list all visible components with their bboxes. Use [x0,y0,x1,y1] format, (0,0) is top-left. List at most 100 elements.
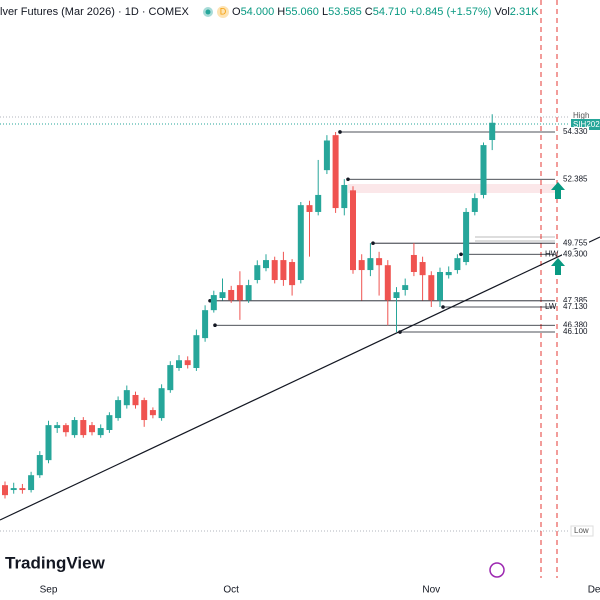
value: 55.060 [285,6,319,18]
candle-body [167,365,174,391]
candle-body [54,425,61,429]
candle-body [236,285,243,301]
level-dot [346,177,350,182]
candle-body [393,292,400,299]
level-label-bg [562,238,589,249]
symbol: lver Futures (Mar 2026) · 1D · COMEX [0,6,190,18]
candle-body [341,184,348,209]
candle-body [62,425,69,433]
level-label-bg [562,295,589,306]
candle-body [184,360,191,366]
x-tick-label: Sep [40,585,58,596]
symbol-tag: SIH2026 [573,120,600,129]
candle-body [263,260,269,269]
candle-body [297,205,304,281]
icon[interactable] [489,562,505,578]
candle-body [428,275,435,301]
level-tag: LW [545,302,557,311]
level-label: 46.100 [563,327,588,336]
candle-body [132,394,139,406]
level-label-bg [562,249,589,260]
level-label: 49.300 [563,249,588,258]
ohlc: O54.000 H55.060 L53.585 C54.710 +0.845 (… [232,6,539,18]
brand[interactable]: TradingView [5,553,106,572]
label: L [322,6,328,18]
header: lver Futures (Mar 2026) · 1D · COMEX [0,6,190,18]
candle-body [36,455,43,476]
level-label-bg [562,174,589,185]
badge [217,6,229,18]
candle-body [115,400,122,419]
level-dot [338,130,342,134]
candle-body [89,425,95,433]
candle-body [410,254,417,272]
candle-body [19,488,26,491]
candle-body [445,271,452,276]
level-label: 52.385 [563,174,588,183]
candle-body [384,265,391,301]
value: 53.585 [328,6,362,18]
candle-body [350,190,356,271]
candle-body [454,258,461,271]
candle-body [463,211,470,263]
candle-body [45,425,52,461]
level-dot [213,323,217,328]
candle-body [289,262,296,286]
candle-body [376,258,383,266]
arrow-up [551,258,565,275]
value: 54.710 [373,6,407,18]
tag-bg [571,119,600,130]
candle-body [306,205,313,212]
level-label-bg [562,327,589,338]
candle-body [323,140,330,171]
candle-body [219,292,226,299]
level-label: 46.380 [563,320,588,329]
candle-body [489,122,496,141]
status-dot [205,9,211,15]
candle-body [176,360,182,369]
plot [2,114,555,499]
label: C [365,6,373,18]
candle-body [141,400,148,421]
candle-body [97,428,104,436]
candle-body [358,260,365,271]
candle-body [315,194,322,212]
x-tick-label: Nov [422,585,440,596]
level-label: 47.130 [563,302,588,311]
candle-body [210,295,217,311]
value: 54.000 [241,6,275,18]
candle-body [123,390,130,406]
candle-body [80,420,87,436]
candle-body [202,310,209,339]
label: H [277,6,285,18]
candle-body [193,335,200,369]
change: +0.845 (+1.57%) [409,6,491,18]
candle-body [10,488,17,491]
candle-body [106,415,113,430]
candle-body [437,271,443,301]
level-label-bg [562,301,589,312]
level-label-bg [562,320,589,331]
candle-body [254,265,261,281]
trendline [0,236,600,521]
level-tag: HW [545,249,559,258]
candle-body [158,388,165,419]
x-tick-label: Dec [588,585,600,596]
arrow-up [551,182,565,199]
level-label: 49.755 [563,238,588,247]
candle-body [419,262,426,276]
high-tag: High [573,111,589,120]
candle-body [402,285,409,290]
level-dot [441,305,445,309]
candle-body [480,145,487,195]
candle-body [471,198,478,212]
low-tag: Low [574,526,589,535]
candle-body [271,260,278,281]
level-label-bg [562,126,589,137]
value: 2.31K [510,6,539,18]
level-dot [459,252,463,257]
candle-body [280,260,287,281]
badge-text: D [220,6,227,16]
